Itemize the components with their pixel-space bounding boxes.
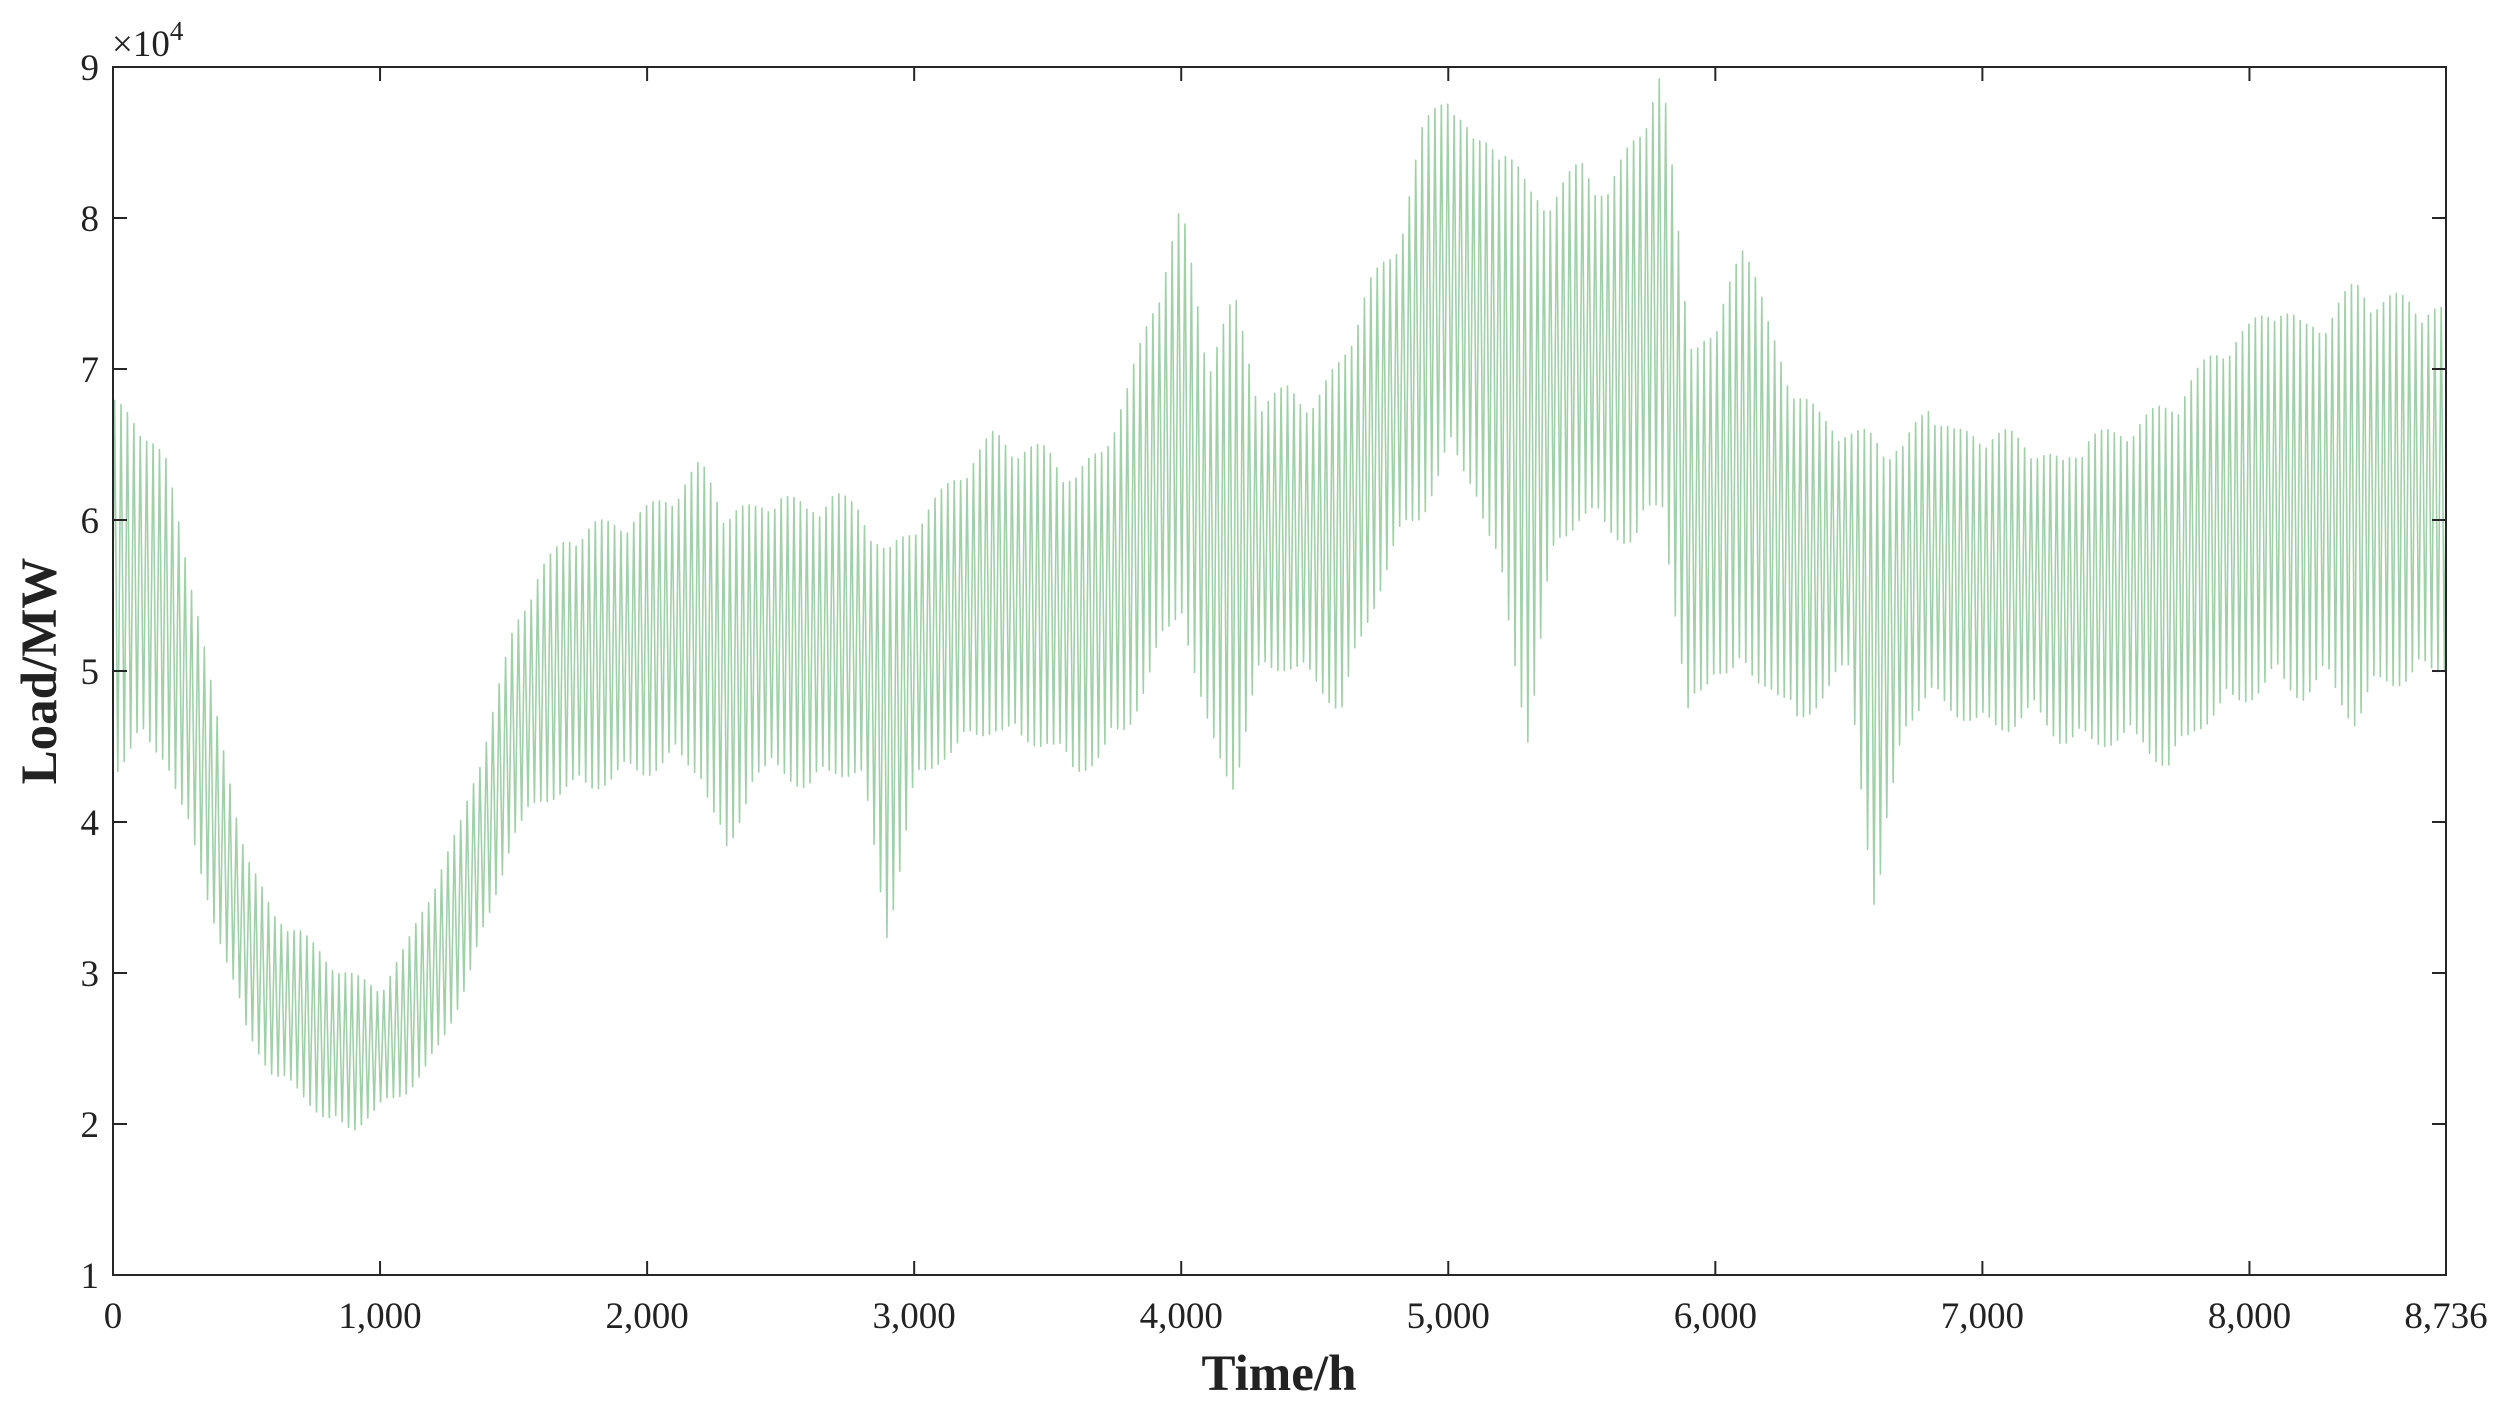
plot-frame — [112, 66, 2447, 1276]
y-tick-label: 8 — [81, 199, 100, 240]
x-tick-label: 0 — [104, 1296, 123, 1337]
y-tick-label: 9 — [81, 48, 100, 89]
x-tick-label: 6,000 — [1674, 1296, 1757, 1337]
y-axis-title: Load/MW — [12, 558, 68, 785]
y-tick-label: 3 — [81, 954, 100, 995]
y-tick-label: 2 — [81, 1105, 100, 1146]
x-tick-label: 4,000 — [1140, 1296, 1223, 1337]
y-tick-label: 4 — [81, 803, 100, 844]
x-tick-label: 2,000 — [605, 1296, 688, 1337]
y-tick-label: 7 — [81, 350, 100, 391]
x-tick-label: 7,000 — [1941, 1296, 2024, 1337]
y-tick-label: 5 — [81, 652, 100, 693]
x-tick-label: 8,736 — [2404, 1296, 2487, 1337]
y-axis-multiplier-exponent: 4 — [170, 16, 184, 46]
series-layer — [112, 78, 2447, 1131]
y-axis-multiplier: ×104 — [112, 16, 184, 65]
y-tick-label: 6 — [81, 501, 100, 542]
x-tick-label: 5,000 — [1407, 1296, 1490, 1337]
y-axis-multiplier-base: ×10 — [112, 24, 170, 65]
x-tick-label: 8,000 — [2208, 1296, 2291, 1337]
y-tick-label: 1 — [81, 1256, 100, 1297]
x-tick-label: 1,000 — [338, 1296, 421, 1337]
x-axis-title: Time/h — [1202, 1346, 1357, 1402]
x-tick-label: 3,000 — [873, 1296, 956, 1337]
y-axis-ticks: 1 2 3 4 5 6 7 8 9 — [81, 48, 2446, 1297]
x-axis-ticks: 0 1,000 2,000 3,000 4,000 5,000 6,000 7,000 8,00… — [104, 67, 2488, 1337]
load-series-line-0 — [112, 78, 2447, 1131]
